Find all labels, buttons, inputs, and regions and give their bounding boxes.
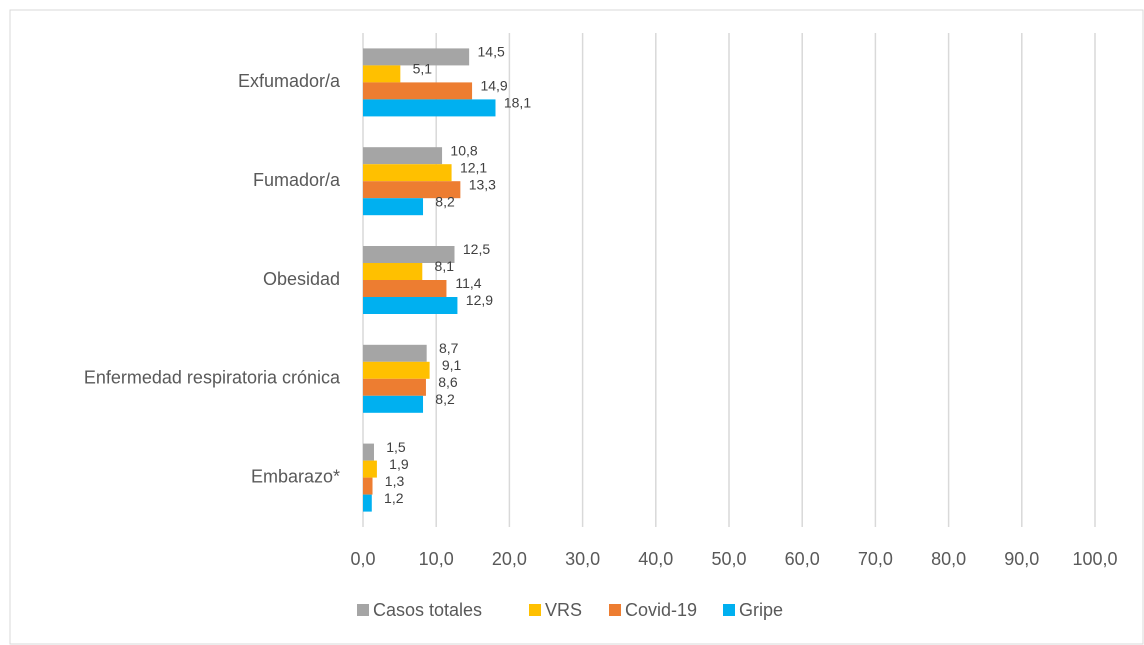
x-tick-label: 50,0: [711, 549, 746, 569]
x-tick-label: 60,0: [785, 549, 820, 569]
x-tick-label: 0,0: [350, 549, 375, 569]
data-label: 8,7: [439, 340, 459, 356]
legend-label: Casos totales: [373, 600, 482, 620]
legend-label: Gripe: [739, 600, 783, 620]
x-tick-label: 40,0: [638, 549, 673, 569]
data-label: 11,4: [455, 275, 481, 291]
bar: [363, 263, 423, 280]
data-label: 9,1: [442, 357, 462, 373]
legend-label: VRS: [545, 600, 582, 620]
bar: [363, 164, 452, 182]
legend-swatch: [609, 604, 621, 616]
x-tick-label: 100,0: [1072, 549, 1117, 569]
bar: [363, 181, 461, 199]
data-label: 12,5: [463, 241, 490, 257]
x-tick-label: 20,0: [492, 549, 527, 569]
data-label: 12,1: [460, 159, 487, 175]
y-tick-label: Obesidad: [263, 269, 340, 289]
bar: [363, 297, 458, 314]
data-label: 8,2: [435, 193, 455, 209]
bar: [363, 494, 372, 512]
x-tick-label: 10,0: [419, 549, 454, 569]
data-label: 8,1: [435, 258, 455, 274]
y-tick-label: Exfumador/a: [238, 71, 341, 91]
legend-swatch: [723, 604, 735, 616]
data-label: 14,9: [480, 78, 507, 94]
bar: [363, 344, 427, 362]
bar: [363, 378, 426, 396]
x-tick-label: 80,0: [931, 549, 966, 569]
data-label: 1,5: [386, 439, 406, 455]
y-tick-label: Embarazo*: [251, 466, 340, 486]
data-label: 8,2: [435, 391, 455, 407]
legend-swatch: [529, 604, 541, 616]
data-label: 5,1: [413, 61, 433, 77]
chart-frame: [9, 9, 1144, 645]
data-label: 10,8: [450, 142, 477, 158]
bar: [363, 147, 443, 165]
bar: [363, 48, 470, 66]
bar: [363, 361, 430, 379]
data-label: 1,3: [385, 473, 405, 489]
data-label: 1,9: [389, 456, 409, 472]
y-tick-label: Enfermedad respiratoria crónica: [84, 368, 341, 388]
x-tick-label: 30,0: [565, 549, 600, 569]
bar: [363, 477, 373, 495]
x-tick-label: 90,0: [1004, 549, 1039, 569]
bar: [363, 99, 496, 117]
data-label: 12,9: [466, 292, 493, 308]
data-label: 13,3: [469, 176, 496, 192]
data-label: 14,5: [478, 44, 505, 60]
bar: [363, 395, 424, 413]
bar: [363, 280, 447, 297]
data-label: 18,1: [504, 95, 531, 111]
bar: [363, 82, 473, 100]
legend-label: Covid-19: [625, 600, 697, 620]
bar: [363, 460, 377, 478]
data-label: 1,2: [384, 490, 404, 506]
legend-swatch: [357, 604, 369, 616]
y-tick-label: Fumador/a: [253, 170, 341, 190]
x-tick-label: 70,0: [858, 549, 893, 569]
bar: [363, 65, 401, 83]
bar: [363, 198, 424, 216]
bar: [363, 246, 455, 263]
data-label: 8,6: [438, 374, 458, 390]
bar: [363, 443, 374, 461]
